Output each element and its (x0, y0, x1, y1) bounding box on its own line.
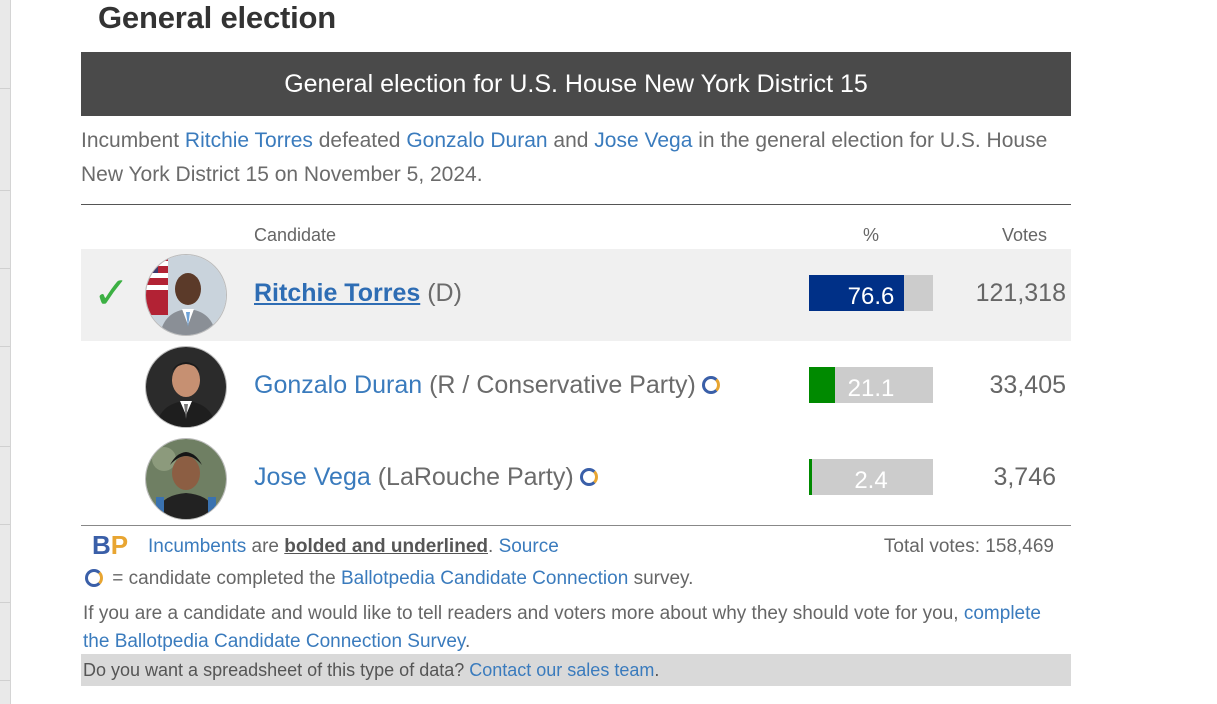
candidate-connection-legend: = candidate completed the Ballotpedia Ca… (85, 568, 693, 590)
vote-share-bar: 76.6 (809, 275, 933, 311)
vote-share-fill (809, 367, 835, 403)
source-link[interactable]: Source (498, 536, 559, 557)
checkmark-icon: ✓ (93, 269, 130, 318)
incumbents-link[interactable]: Incumbents (148, 536, 247, 557)
candidate-row: ✓ Ritchie Torres (D) 76.6 121,318 (81, 249, 1071, 341)
candidate-connection-link[interactable]: Ballotpedia Candidate Connection (340, 568, 629, 589)
candidate-link-duran[interactable]: Gonzalo Duran (406, 129, 548, 152)
candidate-row: Jose Vega (LaRouche Party) 2.4 3,746 (81, 433, 1071, 525)
race-header: General election for U.S. House New York… (81, 52, 1071, 116)
party-label: (R / Conservative Party) (429, 371, 696, 399)
votes-column-header: Votes (1001, 225, 1047, 245)
candidate-connection-icon (85, 568, 103, 587)
winner-link[interactable]: Ritchie Torres (184, 129, 313, 152)
vote-share-value: 76.6 (847, 283, 895, 310)
percent-column-header: % (863, 225, 880, 245)
candidate-label: Jose Vega (LaRouche Party) (254, 463, 598, 492)
contact-sales-link[interactable]: Contact our sales team (469, 660, 655, 680)
candidate-connection-icon[interactable] (701, 376, 720, 395)
vote-count: 33,405 (989, 371, 1066, 399)
candidate-link-vega[interactable]: Jose Vega (594, 129, 693, 152)
vote-count: 3,746 (993, 463, 1056, 491)
candidate-row: Gonzalo Duran (R / Conservative Party) 2… (81, 341, 1071, 433)
vote-share-fill (809, 275, 904, 311)
vote-share-value: 2.4 (854, 467, 888, 494)
party-label: (LaRouche Party) (377, 463, 574, 491)
sales-banner: Do you want a spreadsheet of this type o… (81, 654, 1071, 686)
candidate-label: Gonzalo Duran (R / Conservative Party) (254, 371, 720, 400)
election-results-box: General election for U.S. House New York… (81, 52, 1071, 686)
section-heading: General election (98, 0, 337, 35)
vote-count: 121,318 (975, 279, 1066, 307)
vote-share-bar: 2.4 (809, 459, 933, 495)
divider (81, 204, 1071, 205)
candidate-label: Ritchie Torres (D) (254, 279, 462, 308)
vote-share-value: 21.1 (847, 375, 895, 402)
race-summary: Incumbent Ritchie Torres defeated Gonzal… (81, 129, 1048, 186)
left-page-edge (0, 0, 11, 704)
vote-share-fill (809, 459, 812, 495)
survey-link[interactable]: complete the Ballotpedia Candidate Conne… (83, 603, 1041, 652)
incumbents-note: Incumbents are bolded and underlined. So… (148, 536, 559, 557)
candidate-column-header: Candidate (254, 225, 337, 245)
candidate-name-link[interactable]: Gonzalo Duran (254, 371, 423, 399)
total-votes: Total votes: 158,469 (883, 536, 1054, 557)
candidate-photo[interactable] (145, 438, 227, 520)
candidate-name-link[interactable]: Jose Vega (254, 463, 371, 491)
footer-divider (81, 525, 1071, 526)
ballotpedia-logo: BP (92, 530, 129, 560)
party-label: (D) (427, 279, 462, 307)
vote-share-bar: 21.1 (809, 367, 933, 403)
candidate-photo[interactable] (145, 346, 227, 428)
candidate-photo[interactable] (145, 254, 227, 336)
candidate-connection-icon[interactable] (579, 468, 598, 487)
candidate-name-link[interactable]: Ritchie Torres (254, 279, 421, 307)
bolded-note: bolded and underlined (284, 536, 488, 557)
candidate-cta: If you are a candidate and would like to… (83, 603, 1041, 652)
results-column-headers: Candidate % Votes (81, 205, 1071, 249)
